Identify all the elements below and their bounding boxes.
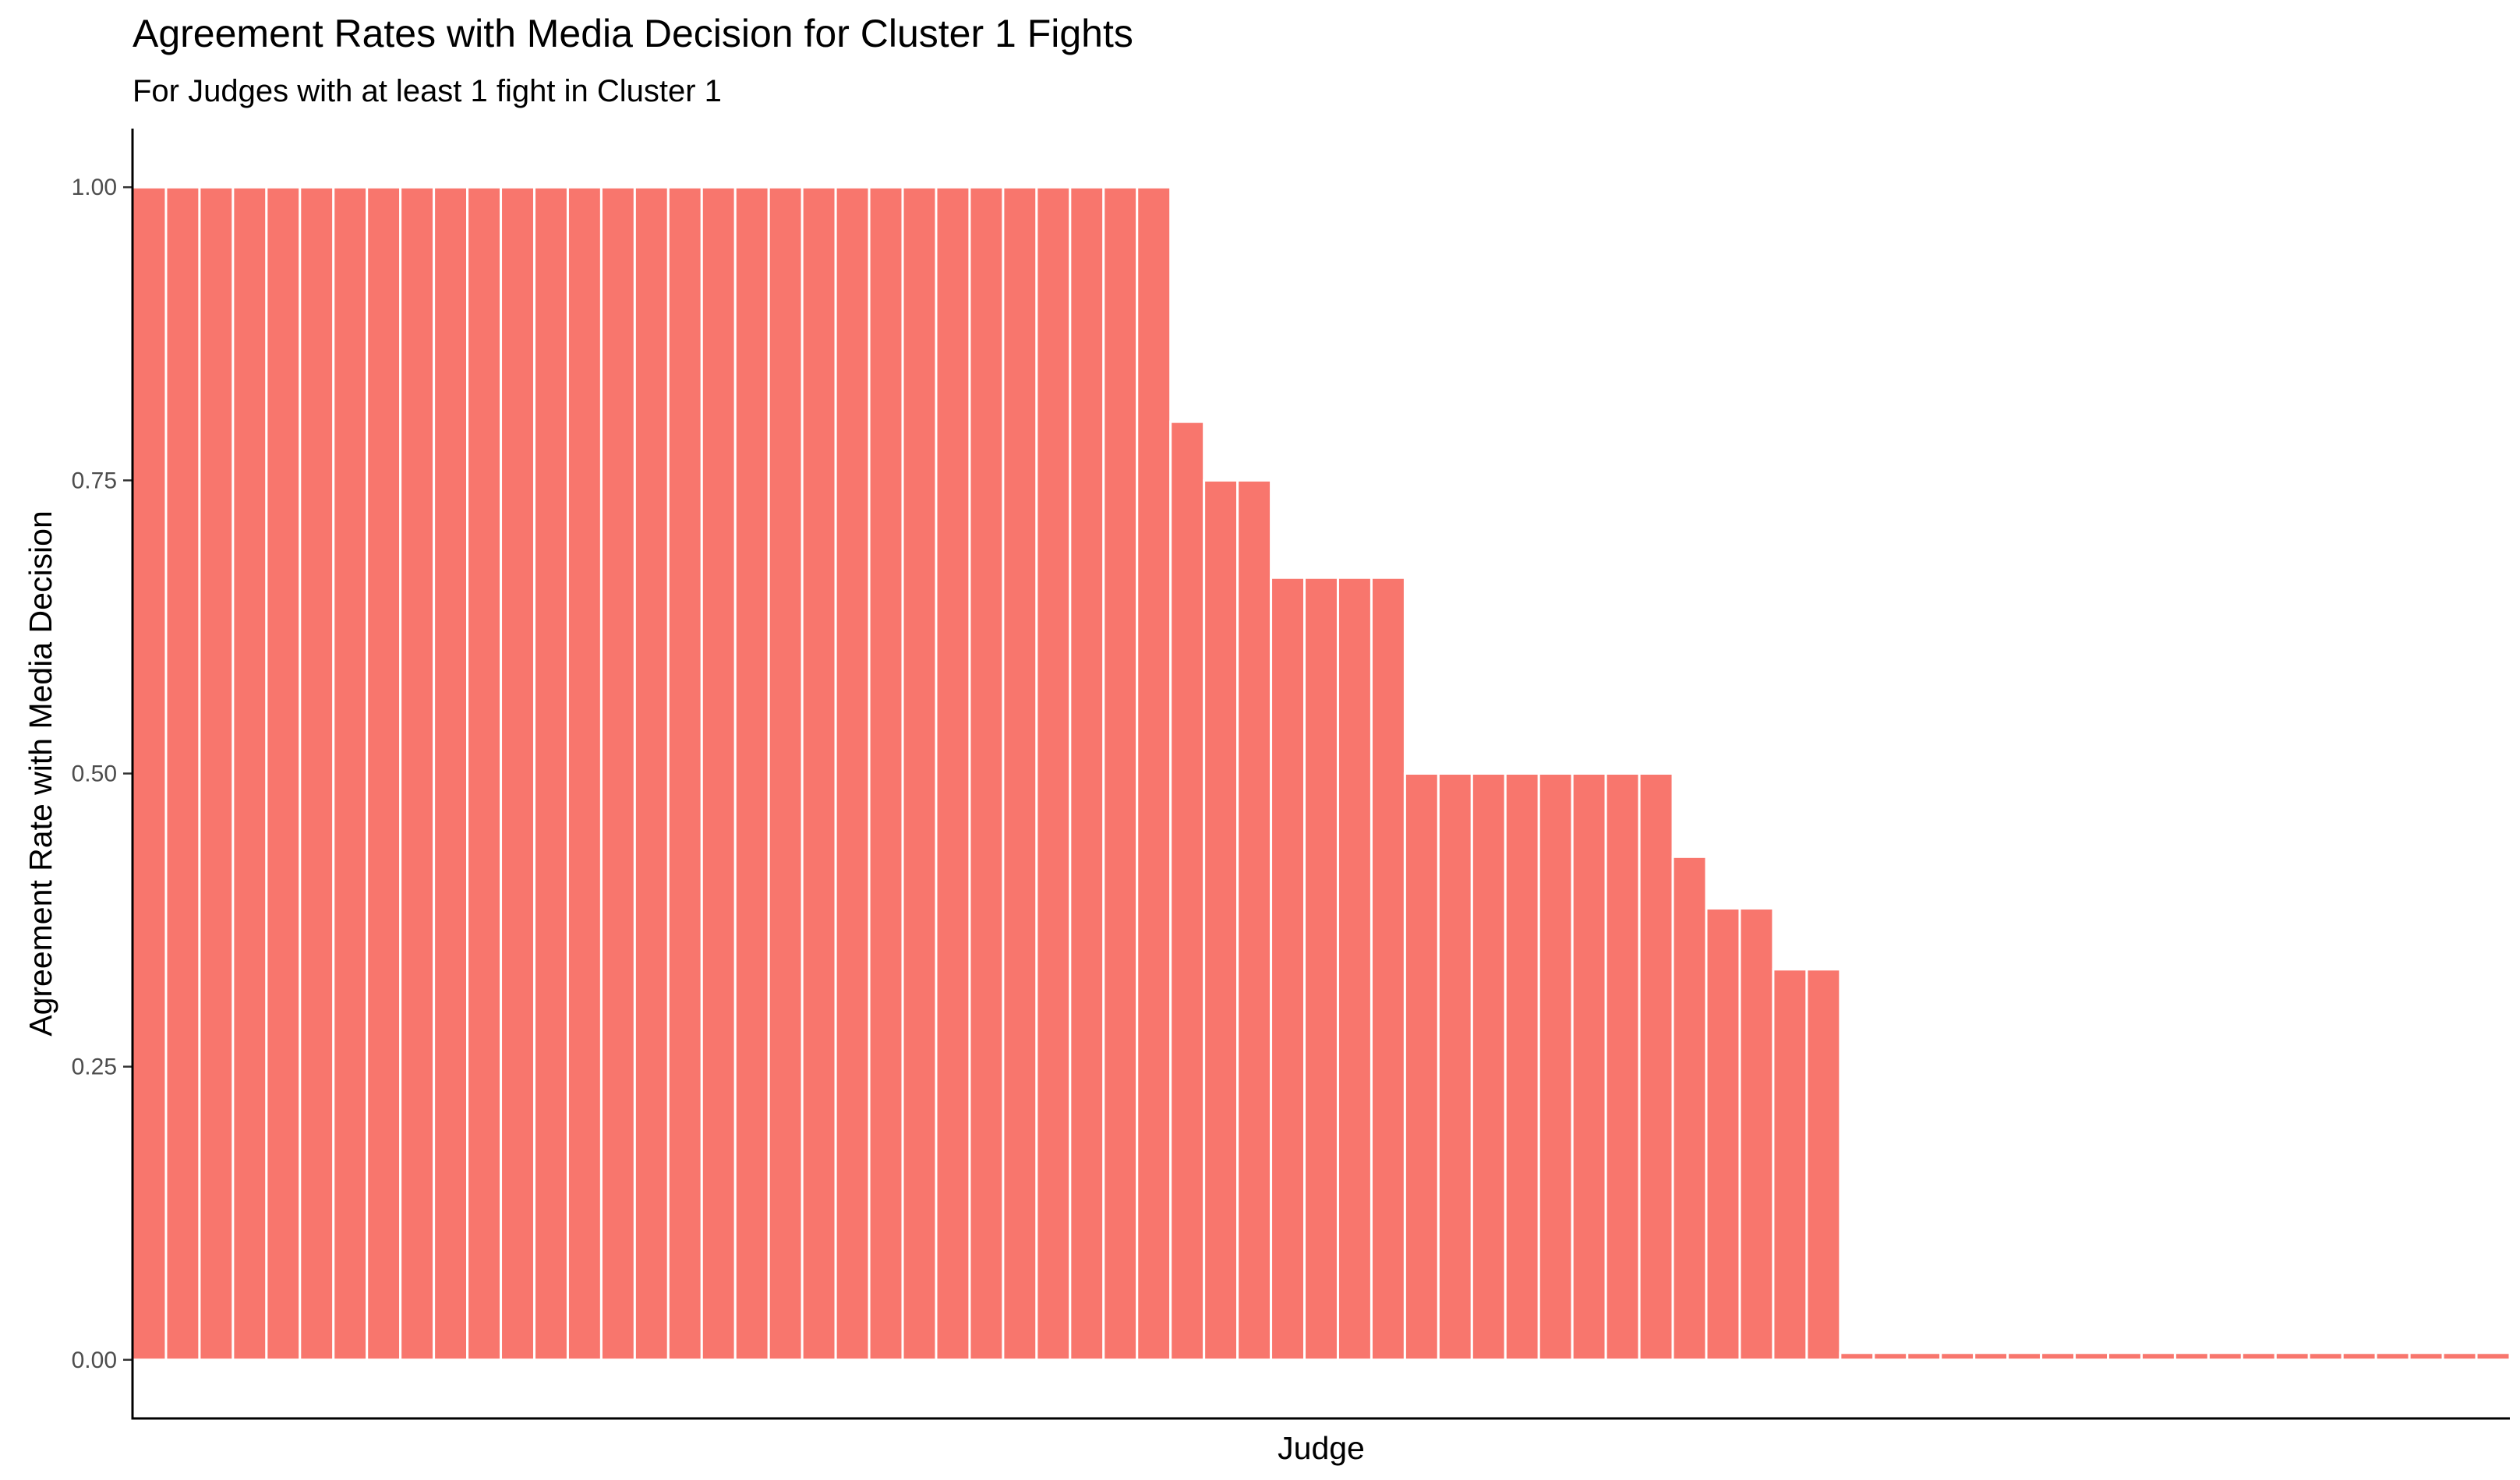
bar [1102, 185, 1139, 1362]
bar [566, 185, 603, 1362]
bar [2073, 1351, 2110, 1362]
bar [131, 185, 168, 1362]
bar [2240, 1351, 2277, 1362]
bar [1270, 576, 1306, 1362]
bar [2207, 1351, 2243, 1362]
y-tick-label: 0.00 [72, 1348, 117, 1373]
bar [599, 185, 636, 1362]
chart-subtitle: For Judges with at least 1 fight in Clus… [133, 74, 722, 108]
bar [2408, 1351, 2444, 1362]
bar [834, 185, 871, 1362]
bar [366, 185, 402, 1362]
bar [633, 185, 670, 1362]
bar [1236, 479, 1273, 1362]
bar [801, 185, 837, 1362]
bar [500, 185, 535, 1362]
bar [2475, 1351, 2511, 1362]
bar [1638, 772, 1674, 1362]
bar [1403, 772, 1440, 1362]
bar [1169, 420, 1206, 1362]
bar [1504, 772, 1540, 1362]
bar [1772, 968, 1808, 1362]
bar [1738, 907, 1775, 1362]
bar [1571, 772, 1607, 1362]
bar [700, 185, 737, 1362]
bar [1939, 1351, 1976, 1362]
bar [1002, 185, 1038, 1362]
bar [2040, 1351, 2076, 1362]
bar [767, 185, 804, 1362]
bar [901, 185, 938, 1362]
bar [733, 185, 770, 1362]
bar [1069, 185, 1105, 1362]
bar [1470, 772, 1507, 1362]
bar [2107, 1351, 2143, 1362]
bar [265, 185, 302, 1362]
bar [666, 185, 703, 1362]
bars-group [131, 185, 2511, 1362]
bar [1537, 772, 1574, 1362]
bar [1370, 576, 1406, 1362]
bar [1136, 185, 1172, 1362]
bar [1203, 479, 1239, 1362]
bar [232, 185, 268, 1362]
bar [2140, 1351, 2176, 1362]
bar [466, 185, 503, 1362]
bar [968, 185, 1005, 1362]
bar [1839, 1351, 1875, 1362]
bar [1705, 907, 1741, 1362]
bar [1872, 1351, 1909, 1362]
bar [935, 185, 971, 1362]
bar [532, 185, 569, 1362]
bar [2006, 1351, 2043, 1362]
y-tick-label: 0.25 [72, 1054, 117, 1080]
bar [399, 185, 436, 1362]
x-axis-label: Judge [1278, 1430, 1365, 1466]
bar [433, 185, 469, 1362]
bar [2274, 1351, 2310, 1362]
y-axis: 0.00 0.25 0.50 0.75 1.00 [72, 175, 133, 1373]
chart-title: Agreement Rates with Media Decision for … [133, 12, 1133, 55]
y-tick-label: 1.00 [72, 175, 117, 200]
bar [2441, 1351, 2478, 1362]
bar [332, 185, 369, 1362]
bar [2173, 1351, 2210, 1362]
y-tick-label: 0.75 [72, 468, 117, 493]
bar [299, 185, 335, 1362]
bar [1035, 185, 1072, 1362]
bar [1906, 1351, 1942, 1362]
bar [1805, 968, 1842, 1362]
bar [1303, 576, 1339, 1362]
y-axis-label: Agreement Rate with Media Decision [23, 510, 58, 1037]
bar [2307, 1351, 2344, 1362]
bar [164, 185, 201, 1362]
bar [1437, 772, 1473, 1362]
bar [1973, 1351, 2009, 1362]
bar [1336, 576, 1373, 1362]
y-tick-label: 0.50 [72, 761, 117, 787]
bar [198, 185, 235, 1362]
bar [1604, 772, 1641, 1362]
bar [1671, 855, 1708, 1362]
bar [868, 185, 904, 1362]
bar [2374, 1351, 2411, 1362]
bar [2341, 1351, 2377, 1362]
